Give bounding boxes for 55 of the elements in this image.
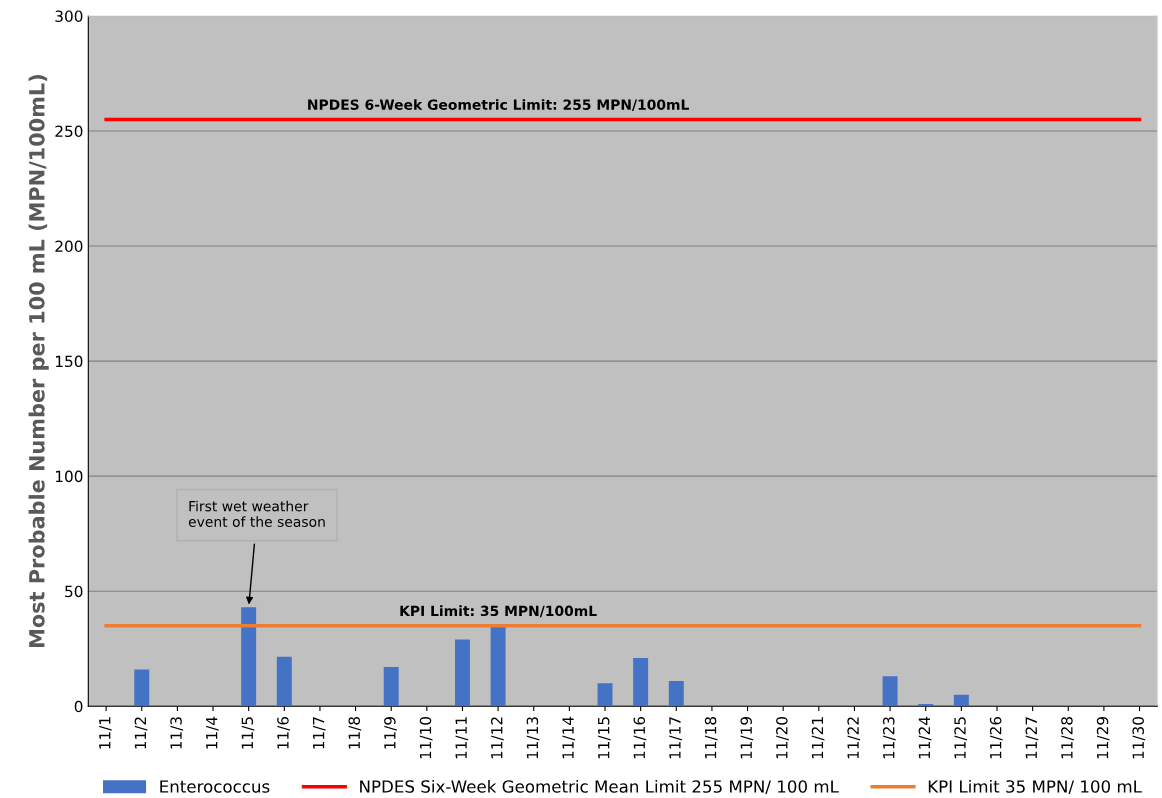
bar: [383, 667, 399, 707]
y-tick-label: 150: [55, 355, 83, 368]
x-tick-label: 11/1: [99, 717, 112, 749]
x-tick-label: 11/13: [526, 717, 540, 759]
bar: [490, 626, 506, 707]
x-tick-label: 11/29: [1096, 717, 1110, 759]
x-tick-label: 11/17: [669, 717, 682, 759]
x-tick-label: 11/25: [954, 717, 967, 759]
x-tick-label: 11/12: [490, 717, 504, 759]
legend-label: KPI Limit 35 MPN/ 100 mL: [928, 779, 1142, 795]
y-tick-label: 0: [74, 700, 83, 713]
y-tick-label: 200: [55, 240, 83, 253]
x-tick-label: 11/14: [562, 716, 576, 759]
x-tick-label: 11/24: [918, 716, 932, 759]
legend-label: Enterococcus: [160, 780, 270, 793]
y-tick-label: 100: [55, 470, 83, 483]
x-tick-label: 11/16: [633, 716, 647, 759]
annotation: NPDES 6-Week Geometric Limit: 255 MPN/100mL: [308, 99, 689, 111]
x-tick-label: 11/26: [989, 716, 1003, 759]
bar: [134, 669, 150, 707]
bar: [597, 683, 613, 707]
x-tick-label: 11/2: [134, 717, 148, 749]
x-tick-label: 11/27: [1025, 717, 1039, 759]
x-tick-label: 11/19: [740, 717, 754, 759]
x-tick-label: 11/5: [241, 717, 255, 749]
x-tick-label: 11/22: [847, 717, 861, 759]
bar: [241, 607, 257, 707]
x-tick-label: 11/23: [882, 717, 896, 759]
x-tick-label: 11/6: [277, 716, 290, 749]
x-tick-label: 11/8: [348, 717, 362, 749]
legend-label: NPDES Six-Week Geometric Mean Limit 255 MPN/ 100 mL: [360, 779, 839, 795]
x-tick-label: 11/9: [384, 717, 397, 749]
y-tick-label: 250: [55, 125, 83, 138]
bar: [276, 656, 292, 707]
bar: [454, 639, 470, 707]
x-tick-label: 11/4: [206, 716, 219, 749]
x-tick-label: 11/20: [776, 716, 789, 759]
x-tick-label: 11/28: [1061, 717, 1074, 759]
bar: [953, 694, 969, 707]
bar: [882, 676, 898, 707]
x-tick-label: 11/15: [598, 717, 611, 759]
x-tick-label: 11/7: [313, 717, 326, 749]
bar: [633, 657, 649, 707]
x-tick-label: 11/30: [1132, 716, 1146, 759]
x-tick-label: 11/11: [455, 717, 469, 759]
y-tick-label: 300: [55, 10, 83, 22]
x-tick-label: 11/3: [170, 717, 184, 749]
x-tick-label: 11/10: [419, 716, 433, 759]
annotation: First wet weather event of the season: [188, 500, 325, 527]
y-axis-title: Most Probable Number per 100 mL (MPN/100mL): [28, 75, 49, 647]
y-tick-label: 50: [65, 585, 83, 598]
x-tick-label: 11/21: [811, 717, 825, 759]
annotation: KPI Limit: 35 MPN/100mL: [400, 605, 597, 618]
x-tick-label: 11/18: [704, 717, 718, 759]
bar: [668, 680, 684, 707]
